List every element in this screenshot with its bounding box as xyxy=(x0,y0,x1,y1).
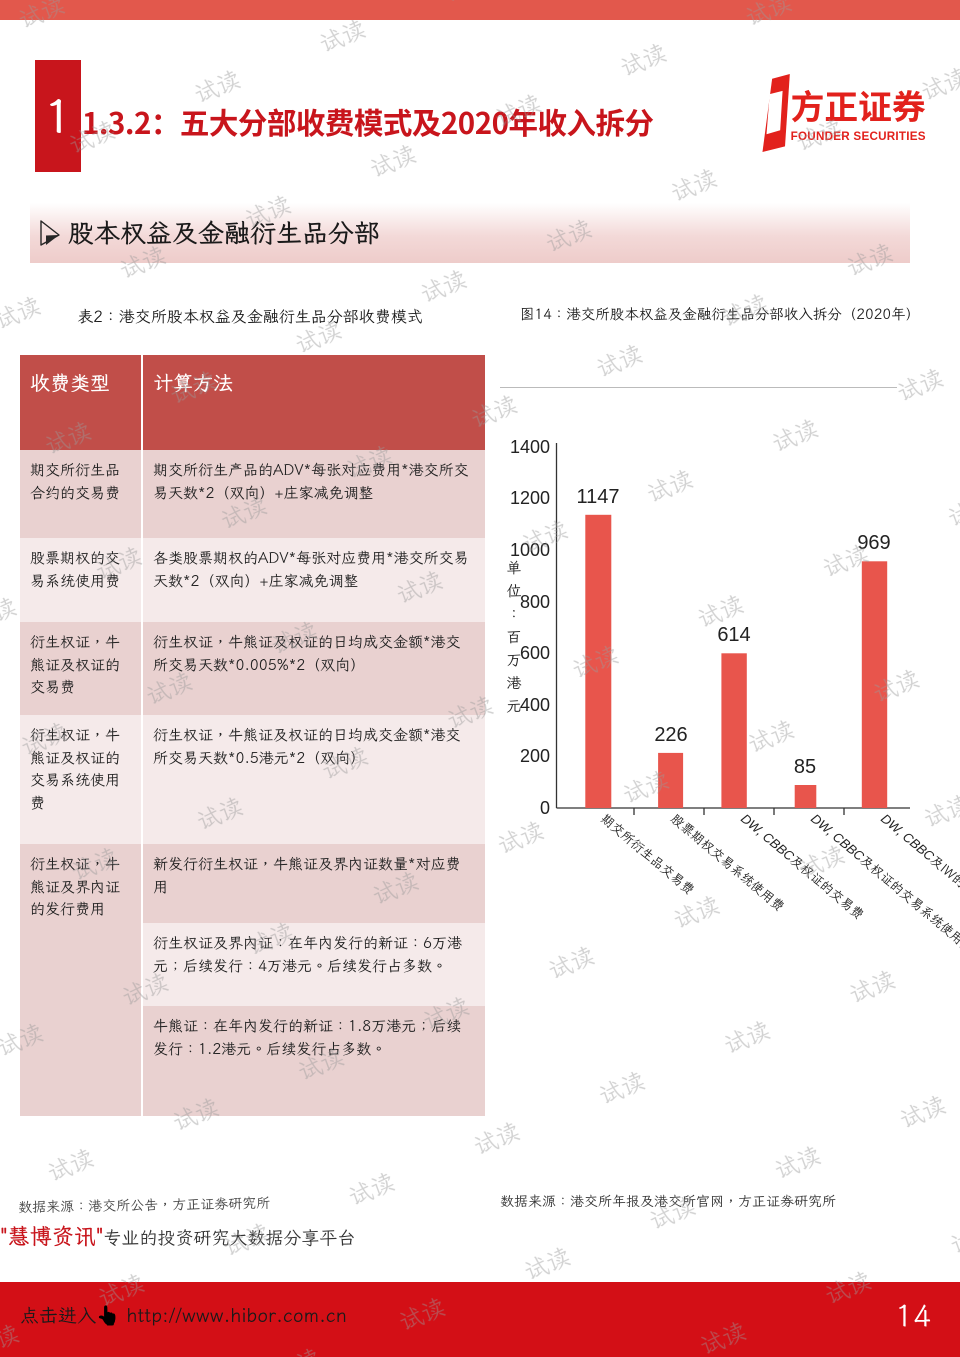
svg-text:0: 0 xyxy=(540,798,550,818)
svg-text:1200: 1200 xyxy=(510,488,550,508)
svg-text:百: 百 xyxy=(506,628,521,647)
svg-text:股票期权交易系统使用费: 股票期权交易系统使用费 xyxy=(667,810,787,915)
svg-text:位: 位 xyxy=(506,582,521,601)
svg-text:400: 400 xyxy=(520,695,550,715)
svg-text:方正证券: 方正证券 xyxy=(791,80,926,129)
svg-text:600: 600 xyxy=(520,643,550,663)
svg-text:969: 969 xyxy=(857,532,890,554)
svg-text:1147: 1147 xyxy=(576,486,619,508)
svg-text:614: 614 xyxy=(717,624,750,646)
svg-text:1000: 1000 xyxy=(510,540,550,560)
svg-text:1400: 1400 xyxy=(510,437,550,457)
svg-text:元: 元 xyxy=(506,697,521,716)
svg-text:单: 单 xyxy=(506,559,521,578)
svg-text:226: 226 xyxy=(654,724,687,746)
svg-text:：: ： xyxy=(506,605,521,624)
svg-text:FOUNDER SECURITIES: FOUNDER SECURITIES xyxy=(791,130,926,143)
svg-text:200: 200 xyxy=(520,746,550,766)
svg-text:85: 85 xyxy=(794,756,816,778)
svg-text:DW, CBBC及权证的交易费: DW, CBBC及权证的交易费 xyxy=(737,810,867,923)
svg-text:800: 800 xyxy=(520,592,550,612)
svg-text:万: 万 xyxy=(506,651,521,670)
svg-text:港: 港 xyxy=(506,674,522,693)
